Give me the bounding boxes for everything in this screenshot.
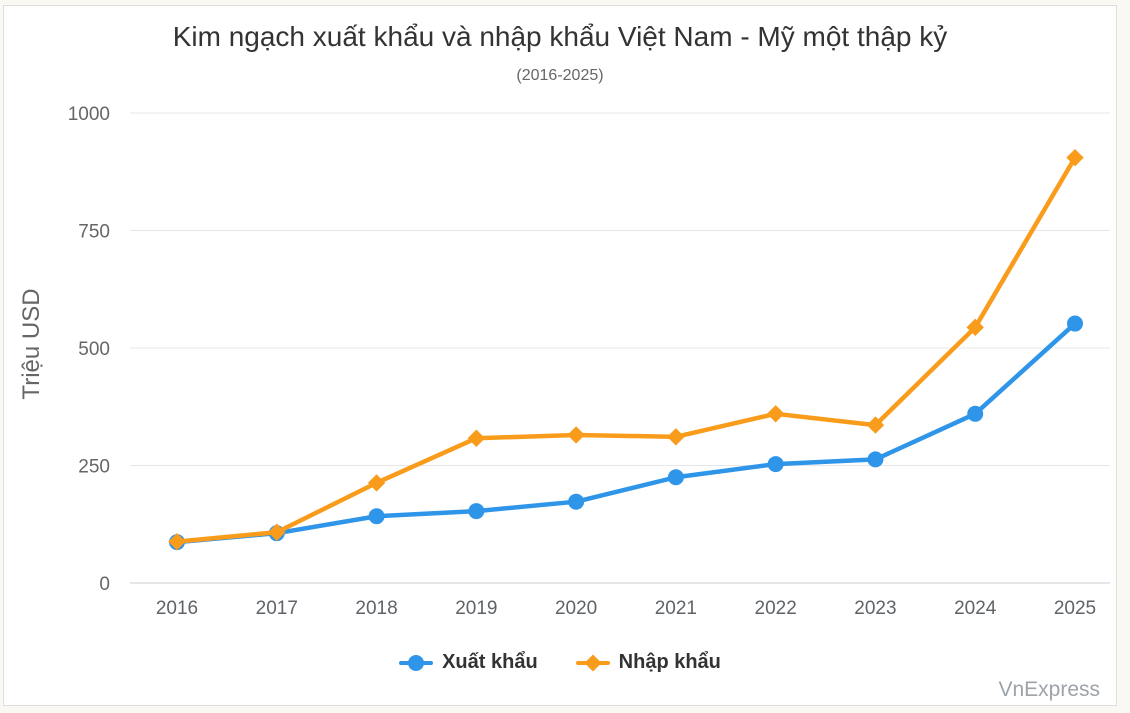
x-tick-label: 2019 [455, 598, 497, 619]
data-point[interactable] [667, 469, 684, 486]
chart-legend: Xuất khẩu Nhập khẩu [4, 651, 1116, 674]
circle-marker-icon [399, 654, 434, 672]
x-tick-label: 2024 [954, 598, 997, 619]
data-point[interactable] [667, 428, 685, 446]
data-point[interactable] [367, 474, 386, 492]
data-point[interactable] [368, 508, 385, 525]
chart-title: Kim ngạch xuất khẩu và nhập khẩu Việt Na… [172, 21, 948, 52]
data-point[interactable] [467, 429, 486, 447]
series-line-1 [174, 155, 1078, 544]
chart-subtitle: (2016-2025) [516, 67, 604, 84]
legend-label-xuat-khau: Xuất khẩu [442, 651, 538, 673]
legend-item-nhap-khau[interactable]: Nhập khẩu [575, 651, 721, 674]
data-point[interactable] [168, 532, 186, 551]
data-point[interactable] [967, 405, 984, 422]
y-tick-label: 750 [78, 222, 110, 243]
data-point[interactable] [1067, 315, 1083, 332]
data-point[interactable] [766, 405, 785, 423]
chart-card: Kim ngạch xuất khẩu và nhập khẩu Việt Na… [3, 5, 1117, 706]
data-point[interactable] [867, 451, 884, 468]
x-tick-label: 2020 [555, 598, 597, 619]
x-tick-label: 2023 [854, 598, 896, 619]
data-point[interactable] [767, 456, 784, 473]
legend-label-nhap-khau: Nhập khẩu [618, 651, 721, 673]
x-tick-label: 2016 [156, 598, 198, 619]
x-tick-label: 2018 [355, 598, 397, 619]
watermark: VnExpress [998, 678, 1100, 701]
y-tick-label: 1000 [68, 104, 110, 125]
x-tick-label: 2025 [1054, 598, 1096, 619]
data-point[interactable] [866, 416, 885, 434]
x-tick-label: 2021 [655, 598, 697, 619]
data-point[interactable] [567, 426, 585, 444]
y-tick-label: 0 [99, 574, 110, 595]
y-tick-label: 250 [78, 457, 110, 478]
data-point[interactable] [966, 318, 984, 337]
chart-plot-svg: 0 250 500 750 1000 2016 2017 2018 2019 2020 2021 20… [68, 104, 1110, 619]
diamond-marker-icon [575, 654, 610, 672]
data-point[interactable] [268, 523, 286, 541]
x-tick-label: 2017 [256, 598, 298, 619]
series-line-0 [174, 321, 1078, 545]
x-tick-label: 2022 [755, 598, 797, 619]
data-point[interactable] [568, 493, 585, 510]
y-tick-label: 500 [78, 339, 110, 360]
data-point[interactable] [468, 503, 485, 520]
legend-item-xuat-khau[interactable]: Xuất khẩu [399, 651, 538, 674]
data-point[interactable] [1066, 148, 1084, 167]
